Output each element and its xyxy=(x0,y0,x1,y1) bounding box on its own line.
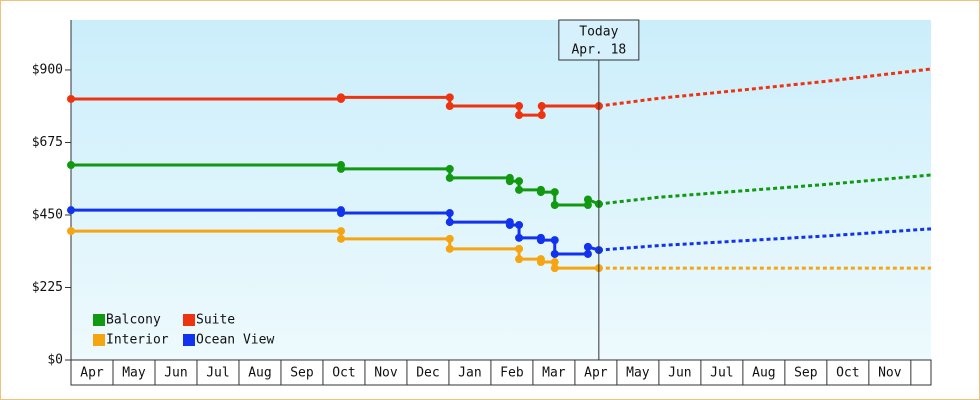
point xyxy=(445,209,454,218)
point xyxy=(337,227,346,236)
point xyxy=(583,242,592,251)
point xyxy=(337,93,346,102)
today-label: Today xyxy=(579,25,618,40)
legend-swatch xyxy=(183,334,195,346)
point xyxy=(505,220,514,229)
point xyxy=(445,234,454,243)
point xyxy=(67,227,75,236)
x-tick-label: Sep xyxy=(794,366,818,381)
x-tick-label: Oct xyxy=(836,366,859,381)
point xyxy=(445,102,454,111)
point xyxy=(550,236,559,245)
point xyxy=(583,249,592,258)
x-tick-label: Jan xyxy=(458,366,481,381)
today-label: Apr. 18 xyxy=(571,43,626,58)
point xyxy=(445,244,454,253)
point xyxy=(536,188,545,197)
series-line xyxy=(71,208,600,256)
x-tick-label: Mar xyxy=(542,366,566,381)
today-box xyxy=(558,19,640,61)
point xyxy=(550,249,559,258)
x-tick-label: Apr xyxy=(584,366,608,381)
point xyxy=(445,173,454,182)
point xyxy=(337,164,346,173)
x-tick-label: Feb xyxy=(500,366,524,381)
point xyxy=(67,161,75,170)
point xyxy=(537,102,546,111)
point xyxy=(337,234,346,243)
x-tick-label: Aug xyxy=(248,366,271,381)
point xyxy=(536,236,545,245)
point xyxy=(515,233,524,242)
series-line xyxy=(71,163,600,207)
point xyxy=(445,164,454,173)
x-axis-box xyxy=(70,359,932,386)
x-tick-label: Aug xyxy=(752,366,775,381)
x-tick-label: Jun xyxy=(668,366,691,381)
legend-swatch xyxy=(183,314,195,326)
legend-swatch xyxy=(93,334,105,346)
y-tick-label: $225 xyxy=(32,280,63,295)
legend-label: Ocean View xyxy=(196,333,274,348)
point xyxy=(515,220,524,229)
x-tick-label: Sep xyxy=(290,366,314,381)
y-tick-label: $450 xyxy=(32,207,63,222)
point xyxy=(337,209,346,218)
point xyxy=(550,188,559,197)
point xyxy=(550,258,559,267)
x-tick-label: Apr xyxy=(80,366,104,381)
point xyxy=(515,177,524,186)
point xyxy=(536,258,545,267)
y-tick-label: $900 xyxy=(32,62,63,77)
plot-area xyxy=(71,20,931,360)
x-tick-label: Jun xyxy=(164,366,187,381)
x-tick-label: May xyxy=(626,366,650,381)
point xyxy=(67,206,75,215)
point xyxy=(550,200,559,209)
point xyxy=(67,94,75,103)
point xyxy=(515,102,524,111)
point xyxy=(515,111,524,120)
x-tick-label: Nov xyxy=(878,366,902,381)
point xyxy=(445,93,454,102)
x-tick-label: May xyxy=(122,366,146,381)
legend-label: Interior xyxy=(106,333,169,348)
point xyxy=(550,264,559,273)
y-tick-label: $675 xyxy=(32,135,63,150)
point xyxy=(515,244,524,253)
point xyxy=(515,185,524,194)
point xyxy=(583,200,592,209)
legend-label: Balcony xyxy=(106,313,161,328)
point xyxy=(515,255,524,264)
point xyxy=(445,218,454,227)
x-tick-label: Oct xyxy=(332,366,355,381)
x-tick-label: Jul xyxy=(206,366,229,381)
y-tick-label: $0 xyxy=(47,353,63,368)
legend-label: Suite xyxy=(196,313,235,328)
x-tick-label: Nov xyxy=(374,366,398,381)
x-tick-label: Dec xyxy=(416,366,439,381)
x-tick-label: Jul xyxy=(710,366,733,381)
point xyxy=(583,195,592,204)
point xyxy=(505,177,514,186)
legend-swatch xyxy=(93,314,105,326)
point xyxy=(537,111,546,120)
